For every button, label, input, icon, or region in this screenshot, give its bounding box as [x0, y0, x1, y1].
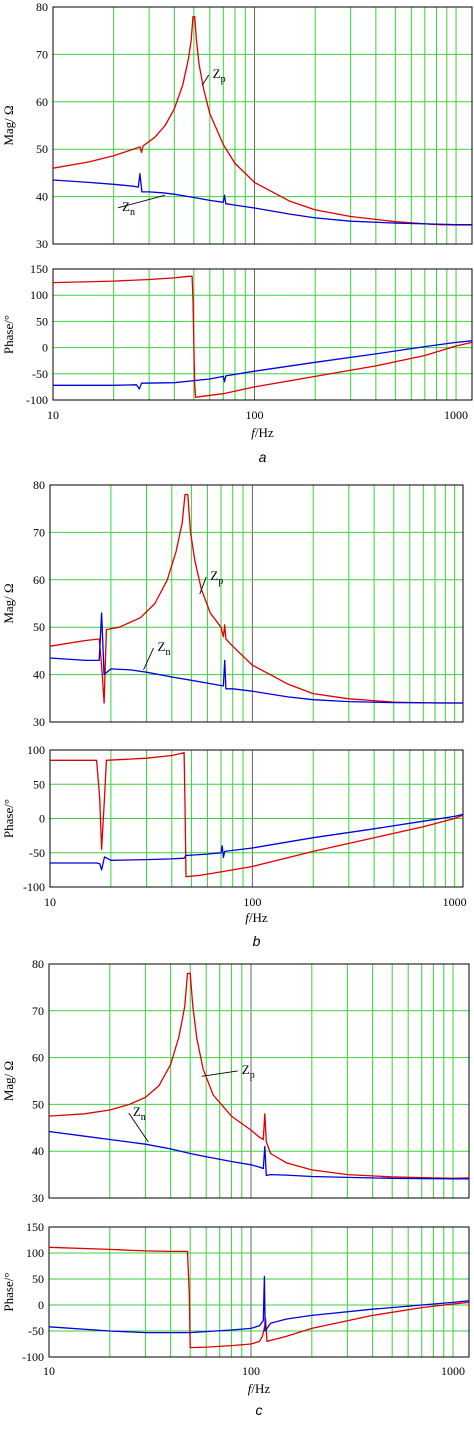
phase-y-axis-label: Phase/°	[1, 1272, 16, 1311]
mag-ytick-label: 30	[32, 1191, 44, 1205]
x-axis-label: f/Hz	[251, 425, 274, 440]
mag-ytick-label: 40	[33, 668, 45, 682]
mag-ytick-label: 70	[33, 525, 45, 539]
phase-series-zn-line	[50, 813, 464, 871]
phase-series-zp-line	[52, 275, 473, 399]
mag-ytick-label: 60	[33, 573, 45, 587]
phase-ytick-label: 50	[33, 777, 45, 791]
mag-ytick-label: 70	[32, 1004, 44, 1018]
x-tick-label: 1000	[443, 895, 467, 909]
mag-y-axis-label: Mag/ Ω	[1, 583, 16, 623]
mag-series-zn-label: Zn	[133, 1104, 146, 1123]
mag-series-zp-line	[52, 15, 472, 226]
phase-ytick-label: -50	[32, 367, 48, 381]
phase-ytick-label: 150	[30, 262, 48, 276]
mag-ytick-label: 50	[32, 1097, 44, 1111]
x-tick-label: 100	[243, 895, 261, 909]
phase-plot-frame	[49, 749, 464, 888]
chart-panel-c: 30 40 50 60 70 80 Mag/ Ω Zp Zn -100 -50 0 50 100 150 Ph…	[1, 957, 470, 1418]
mag-ytick-label: 40	[36, 190, 48, 204]
x-tick-label: 1000	[441, 1364, 465, 1378]
mag-ytick-label: 70	[36, 47, 48, 61]
mag-ytick-label: 50	[36, 142, 48, 156]
phase-y-axis-label: Phase/°	[1, 315, 16, 354]
phase-ytick-label: -100	[23, 880, 45, 894]
mag-plot-frame	[48, 963, 470, 1199]
x-tick-label: 100	[246, 408, 264, 422]
phase-ytick-label: 100	[27, 743, 45, 757]
mag-series-zp-line	[49, 493, 463, 704]
mag-series-zn-line	[49, 612, 463, 704]
x-axis-label: f/Hz	[248, 1381, 271, 1396]
mag-series-zn-leader	[117, 194, 166, 209]
x-tick-label: 100	[242, 1364, 260, 1378]
panel-caption: a	[259, 449, 267, 465]
phase-series-zp-line	[50, 752, 464, 878]
phase-series-zn-line	[48, 1275, 470, 1334]
mag-series-zp-leader	[201, 74, 210, 86]
phase-ytick-label: 100	[30, 288, 48, 302]
mag-ytick-label: 60	[32, 1051, 44, 1065]
mag-series-zn-leader	[143, 647, 154, 671]
x-tick-label: 10	[43, 1364, 55, 1378]
chart-panel-a: 30 40 50 60 70 80 Mag/ Ω Zp Zn -100 -50 0 50 100 150 Ph…	[1, 0, 473, 465]
mag-series-zn-label: Zn	[122, 199, 135, 218]
mag-ytick-label: 40	[32, 1144, 44, 1158]
phase-ytick-label: -50	[29, 846, 45, 860]
phase-plot-frame	[48, 1226, 470, 1358]
x-tick-label: 1000	[444, 408, 468, 422]
mag-series-zn-label: Zn	[158, 639, 171, 658]
mag-ytick-label: 30	[36, 237, 48, 251]
mag-series-zp-label: Zp	[210, 568, 223, 587]
mag-plot-frame	[52, 6, 473, 245]
phase-ytick-label: 150	[26, 1220, 44, 1234]
phase-ytick-label: 0	[42, 341, 48, 355]
phase-ytick-label: 0	[39, 812, 45, 826]
mag-y-axis-label: Mag/ Ω	[1, 105, 16, 145]
phase-series-zn-line	[53, 340, 473, 390]
panel-caption: b	[253, 933, 261, 949]
phase-plot-frame	[52, 268, 473, 401]
phase-ytick-label: 50	[36, 314, 48, 328]
phase-series-zp-line	[48, 1246, 470, 1349]
mag-series-zp-label: Zp	[242, 1062, 255, 1081]
mag-plot-frame	[49, 484, 464, 723]
panel-caption: c	[256, 1402, 263, 1418]
phase-y-axis-label: Phase/°	[1, 799, 16, 838]
phase-ytick-label: -100	[26, 393, 48, 407]
phase-ytick-label: 50	[32, 1272, 44, 1286]
mag-ytick-label: 80	[33, 478, 45, 492]
mag-ytick-label: 50	[33, 620, 45, 634]
x-tick-label: 10	[44, 895, 56, 909]
mag-ytick-label: 80	[36, 0, 48, 14]
mag-series-zn-leader	[128, 1112, 149, 1143]
mag-ytick-label: 80	[32, 957, 44, 971]
mag-ytick-label: 30	[33, 715, 45, 729]
phase-ytick-label: -50	[28, 1324, 44, 1338]
mag-series-zp-line	[48, 972, 470, 1179]
mag-y-axis-label: Mag/ Ω	[1, 1061, 16, 1101]
phase-ytick-label: 0	[38, 1298, 44, 1312]
x-tick-label: 10	[47, 408, 59, 422]
mag-series-zp-leader	[199, 576, 207, 595]
mag-series-zp-leader	[201, 1070, 238, 1077]
mag-ytick-label: 60	[36, 95, 48, 109]
chart-panel-b: 30 40 50 60 70 80 Mag/ Ω Zp Zn -100 -50 0 50 100 Phase…	[1, 478, 467, 949]
mag-series-zn-line	[52, 173, 472, 226]
phase-ytick-label: 100	[26, 1246, 44, 1260]
phase-ytick-label: -100	[22, 1350, 44, 1364]
x-axis-label: f/Hz	[245, 910, 268, 925]
mag-series-zn-line	[48, 1130, 469, 1180]
mag-series-zp-label: Zp	[213, 66, 226, 85]
